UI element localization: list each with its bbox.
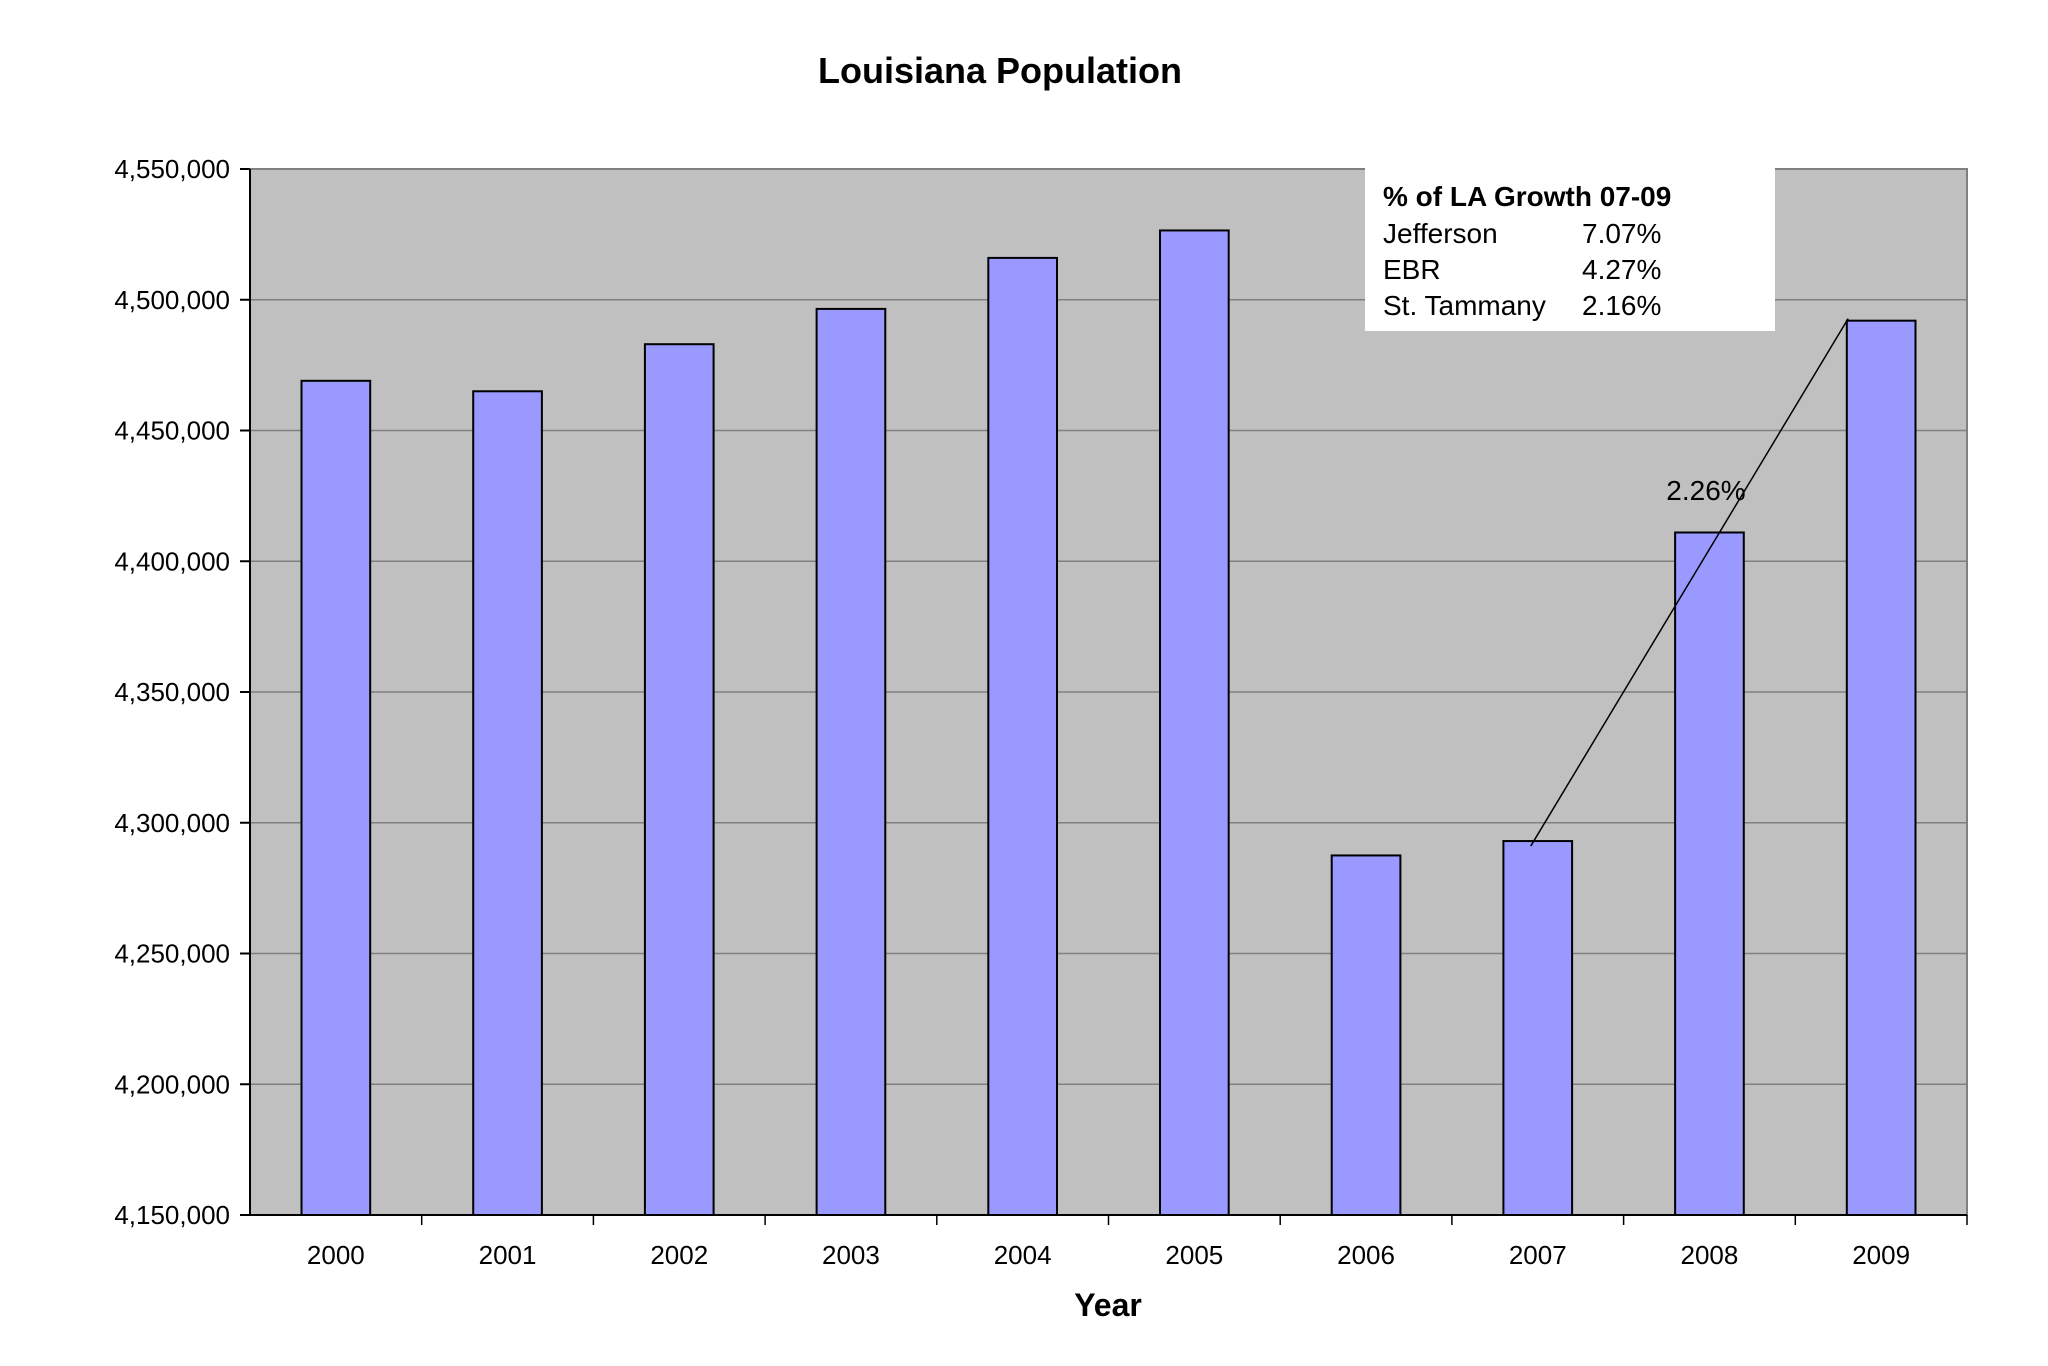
growth-row-value: 4.27% [1582,254,1661,285]
x-axis-title: Year [1074,1287,1142,1323]
bar-2000 [300,379,372,1216]
x-tick-label: 2003 [822,1240,880,1270]
y-axis-title: Population [45,615,81,780]
y-tick-label: 4,250,000 [114,939,230,969]
growth-box-heading: % of LA Growth 07-09 [1383,181,1671,212]
y-tick-label: 4,400,000 [114,546,230,576]
bar-2002 [643,343,715,1216]
trend-annotation: 2.26% [1530,318,1849,847]
x-tick-label: 2004 [994,1240,1052,1270]
bar-2003 [815,307,887,1216]
y-tick-label: 4,300,000 [114,808,230,838]
y-axis-ticks: 4,150,000 4,200,000 4,250,000 4,300,000 4,35… [114,154,250,1230]
growth-row-name: EBR [1383,254,1441,285]
x-tick-label: 2009 [1852,1240,1910,1270]
y-tick-label: 4,550,000 [114,154,230,184]
trend-line [1530,318,1849,847]
growth-row-value: 7.07% [1582,218,1661,249]
y-tick-label: 4,350,000 [114,677,230,707]
growth-row-value: 2.16% [1582,290,1661,321]
bar-2008 [1674,531,1745,1216]
trend-label: 2.26% [1666,475,1745,506]
bar-2004 [987,256,1058,1217]
x-axis-ticks: 2000 2001 2002 2003 2004 2005 2006 2007 2008 2009 [307,1215,1968,1270]
growth-row-name: St. Tammany [1383,290,1546,321]
y-tick-label: 4,200,000 [114,1069,230,1099]
x-tick-label: 2000 [307,1240,365,1270]
x-tick-label: 2006 [1337,1240,1395,1270]
y-tick-label: 4,450,000 [114,416,230,446]
x-tick-label: 2007 [1509,1240,1567,1270]
bar-2001 [472,390,543,1216]
bar-2009 [1845,319,1917,1217]
bars [300,229,1917,1217]
growth-box-background [1365,168,1775,331]
growth-row-name: Jefferson [1383,218,1498,249]
chart-title: Louisiana Population [818,50,1182,91]
bar-2005 [1159,229,1230,1216]
y-tick-label: 4,150,000 [114,1200,230,1230]
x-tick-label: 2002 [650,1240,708,1270]
x-tick-label: 2008 [1681,1240,1739,1270]
x-tick-label: 2001 [479,1240,537,1270]
growth-box: % of LA Growth 07-09 Jefferson 7.07% EBR… [1365,168,1775,331]
bar-2007 [1502,840,1574,1216]
y-tick-label: 4,500,000 [114,285,230,315]
x-tick-label: 2005 [1165,1240,1223,1270]
bar-2006 [1330,854,1402,1216]
